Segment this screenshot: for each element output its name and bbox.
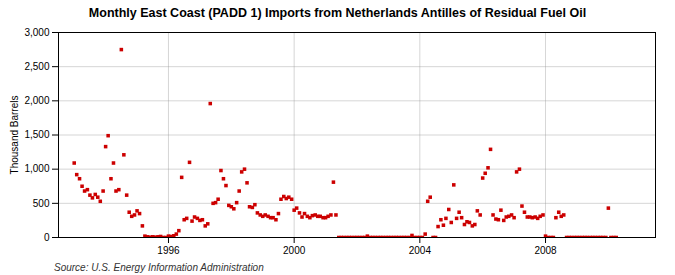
svg-text:0: 0 — [44, 232, 50, 243]
svg-text:2000: 2000 — [283, 245, 306, 256]
svg-text:1996: 1996 — [157, 245, 180, 256]
svg-text:1,500: 1,500 — [24, 129, 49, 140]
svg-text:1,000: 1,000 — [24, 163, 49, 174]
svg-text:Thousand Barrels: Thousand Barrels — [9, 96, 20, 175]
html-text:Source: U.S. Energy Informatio: Source: U.S. Energy Information Administ… — [54, 262, 264, 273]
svg-text:2008: 2008 — [534, 245, 557, 256]
svg-text:3,000: 3,000 — [24, 27, 49, 38]
svg-text:2,000: 2,000 — [24, 95, 49, 106]
html-text:Monthly East Coast (PADD 1) Im: Monthly East Coast (PADD 1) Imports from… — [88, 6, 587, 20]
svg-text:2004: 2004 — [409, 245, 432, 256]
svg-text:500: 500 — [33, 198, 50, 209]
svg-text:2,500: 2,500 — [24, 61, 49, 72]
